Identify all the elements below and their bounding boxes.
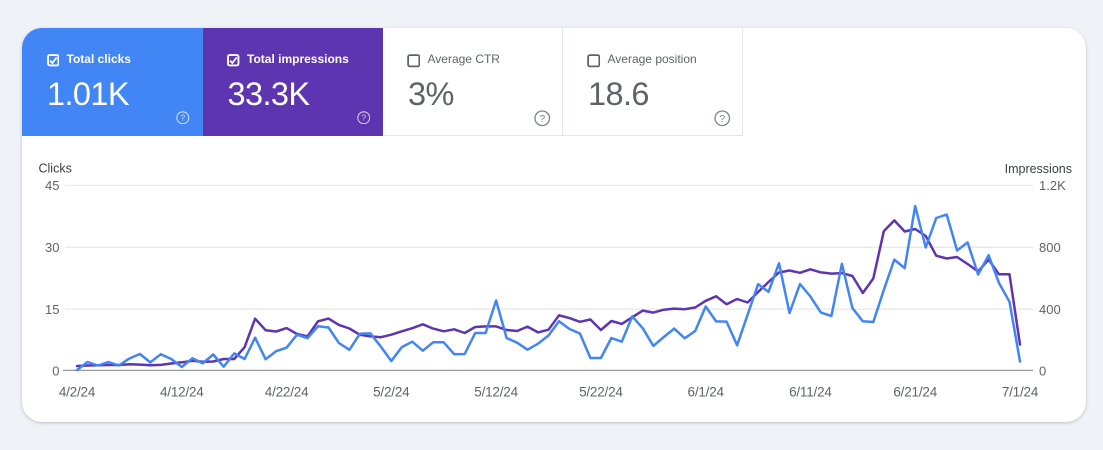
svg-text:1.2K: 1.2K [1039, 178, 1066, 193]
svg-text:?: ? [719, 114, 725, 125]
svg-text:7/1/24: 7/1/24 [1002, 385, 1039, 400]
svg-text:6/11/24: 6/11/24 [789, 385, 832, 400]
svg-text:15: 15 [45, 302, 59, 317]
svg-text:0: 0 [52, 363, 59, 378]
svg-text:?: ? [180, 112, 185, 122]
svg-text:5/12/24: 5/12/24 [474, 385, 518, 400]
svg-text:5/22/24: 5/22/24 [579, 385, 623, 400]
svg-text:0: 0 [1039, 363, 1046, 378]
svg-text:Clicks: Clicks [39, 162, 72, 176]
svg-text:Impressions: Impressions [1005, 162, 1072, 176]
svg-text:?: ? [361, 112, 366, 122]
svg-text:6/21/24: 6/21/24 [893, 385, 937, 400]
svg-text:4/12/24: 4/12/24 [160, 385, 204, 400]
svg-text:4/2/24: 4/2/24 [59, 385, 96, 400]
svg-text:4/22/24: 4/22/24 [265, 385, 309, 400]
svg-text:30: 30 [45, 240, 59, 255]
svg-text:800: 800 [1039, 240, 1061, 255]
svg-text:5/2/24: 5/2/24 [373, 385, 410, 400]
svg-text:45: 45 [45, 178, 59, 193]
svg-text:6/1/24: 6/1/24 [688, 385, 725, 400]
svg-text:?: ? [539, 114, 545, 125]
svg-text:400: 400 [1039, 302, 1061, 317]
